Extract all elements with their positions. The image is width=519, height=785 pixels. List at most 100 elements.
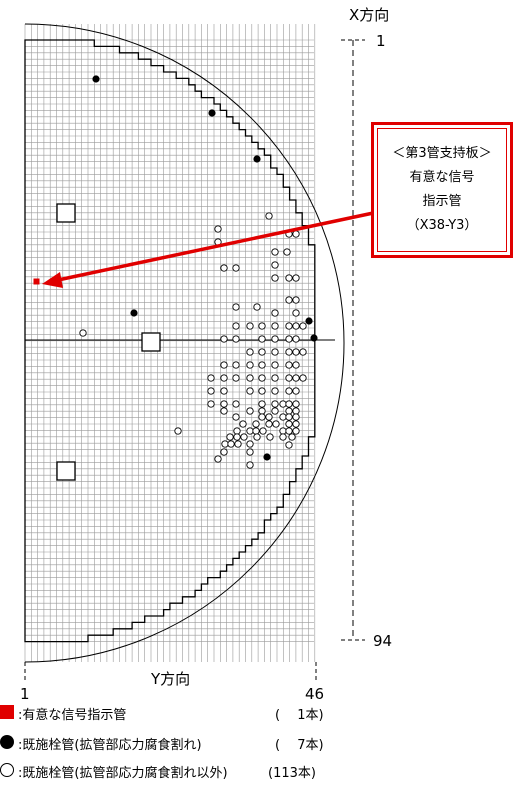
open-circle-marker	[220, 448, 228, 456]
open-circle-marker	[285, 400, 293, 408]
open-circle-marker	[246, 427, 254, 435]
open-circle-marker	[232, 374, 240, 382]
open-circle-marker	[285, 413, 293, 421]
x-top-value: 1	[376, 32, 386, 50]
open-circle-marker	[272, 420, 280, 428]
open-circle-marker	[285, 322, 293, 330]
support-squares	[56, 203, 161, 481]
x-axis-label: X方向	[349, 6, 389, 24]
open-circle-marker	[246, 440, 254, 448]
open-circle-marker	[246, 322, 254, 330]
open-circle-marker	[232, 400, 240, 408]
open-circle-marker	[285, 420, 293, 428]
open-circle-marker	[234, 440, 242, 448]
open-circle-marker	[271, 400, 279, 408]
open-circle-marker	[271, 309, 279, 317]
open-circle-marker	[292, 413, 300, 421]
callout-line: 指示管	[422, 194, 462, 209]
open-circle-marker	[232, 303, 240, 311]
signal-tube-callout: ＜第3管支持板＞ 有意な信号 指示管 （X38-Y3）	[371, 122, 513, 258]
open-circle-marker	[232, 264, 240, 272]
open-circle-marker	[79, 329, 87, 337]
open-circle-marker	[214, 455, 222, 463]
open-circle-marker	[258, 348, 266, 356]
open-circle-marker	[271, 374, 279, 382]
open-circle-marker	[299, 322, 307, 330]
open-circle-marker	[221, 440, 229, 448]
filled-circle-marker	[310, 334, 318, 342]
legend-label: :既施栓管(拡管部応力腐食割れ)	[18, 738, 202, 753]
open-circle-marker	[288, 433, 296, 441]
open-circle-marker	[266, 433, 274, 441]
open-circle-marker	[299, 348, 307, 356]
filled-circle-marker	[208, 109, 216, 117]
open-circle-marker	[271, 261, 279, 269]
open-circle-marker	[258, 322, 266, 330]
legend-label: :有意な信号指示管	[18, 708, 127, 723]
open-circle-marker	[253, 303, 261, 311]
open-circle-marker	[220, 387, 228, 395]
filled-circle-marker	[253, 155, 261, 163]
open-circle-marker	[253, 433, 261, 441]
open-circle-marker	[285, 296, 293, 304]
open-circle-marker	[292, 427, 300, 435]
open-circle-marker	[258, 413, 266, 421]
open-circle-marker	[258, 361, 266, 369]
open-circle-marker	[252, 420, 260, 428]
open-circle-marker	[220, 361, 228, 369]
open-circle-marker	[271, 361, 279, 369]
y-right-value: 46	[305, 685, 324, 700]
open-circle-marker	[246, 461, 254, 469]
open-circle-marker	[292, 407, 300, 415]
open-circle-marker	[265, 420, 273, 428]
open-circle-marker	[246, 387, 254, 395]
open-circle-marker	[292, 274, 300, 282]
open-circle-marker	[246, 448, 254, 456]
y-left-value: 1	[20, 685, 30, 700]
signal-tube-marker	[33, 278, 40, 285]
open-circle-marker	[292, 387, 300, 395]
open-circle-marker	[258, 387, 266, 395]
open-circle-marker	[265, 413, 273, 421]
y-axis-label: Y方向	[150, 670, 190, 688]
open-circle-marker	[285, 348, 293, 356]
legend-count: ( 7本)	[275, 738, 324, 753]
legend-item-filled: :既施栓管(拡管部応力腐食割れ) ( 7本)	[0, 730, 519, 756]
open-circle-marker	[271, 274, 279, 282]
support-square	[56, 461, 76, 481]
filled-circle-marker	[263, 453, 271, 461]
open-circle-icon	[0, 763, 14, 777]
tube-region-outline	[24, 39, 316, 643]
open-circle-marker	[246, 374, 254, 382]
open-circle-marker	[214, 225, 222, 233]
open-circle-marker	[279, 427, 287, 435]
open-circle-marker	[265, 212, 273, 220]
filled-circle-icon	[0, 735, 14, 749]
open-circle-marker	[285, 407, 293, 415]
open-circle-marker	[271, 348, 279, 356]
legend-count: ( 1本)	[275, 708, 324, 723]
open-circle-marker	[292, 230, 300, 238]
open-circle-marker	[220, 400, 228, 408]
legend-item-open: :既施栓管(拡管部応力腐食割れ以外) (113本)	[0, 758, 519, 784]
legend-label: :既施栓管(拡管部応力腐食割れ以外)	[18, 766, 228, 781]
open-circle-marker	[271, 335, 279, 343]
open-circle-marker	[233, 427, 241, 435]
legend-item-signal: :有意な信号指示管 ( 1本)	[0, 700, 519, 726]
open-circle-marker	[271, 322, 279, 330]
shell-arc	[24, 23, 345, 663]
open-circle-marker	[292, 420, 300, 428]
open-circle-marker	[285, 335, 293, 343]
open-circle-marker	[292, 309, 300, 317]
open-circle-marker	[279, 413, 287, 421]
tube-grid	[24, 24, 316, 662]
tube-sheet-map: X方向 1 94 Y方向 1 46	[20, 6, 392, 700]
open-circle-marker	[292, 348, 300, 356]
open-circle-marker	[227, 440, 235, 448]
open-circle-marker	[283, 248, 291, 256]
open-circle-marker	[258, 407, 266, 415]
callout-line: 有意な信号	[409, 170, 475, 185]
open-circle-marker	[285, 427, 293, 435]
open-circle-marker	[285, 274, 293, 282]
open-circle-marker	[207, 400, 215, 408]
